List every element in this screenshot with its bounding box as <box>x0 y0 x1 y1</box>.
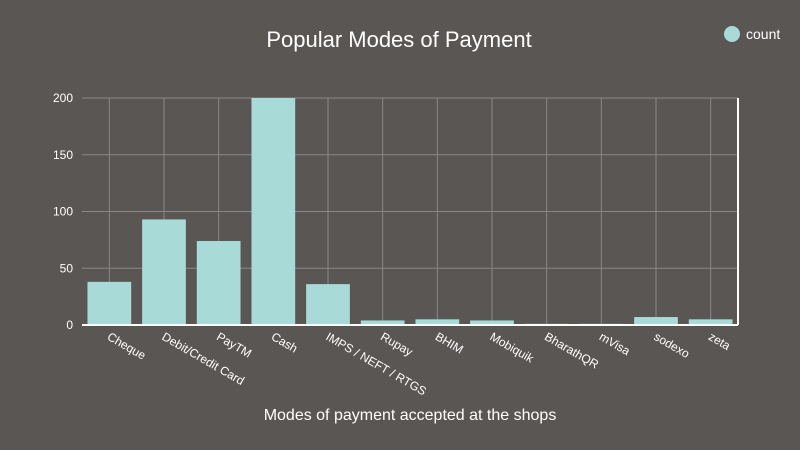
bar[interactable] <box>87 281 132 325</box>
y-tick-label: 150 <box>53 148 73 162</box>
y-tick-label: 50 <box>60 261 74 275</box>
chart-title: Popular Modes of Payment <box>266 27 531 52</box>
x-tick-label: Mobiquik <box>488 329 537 366</box>
y-tick-label: 200 <box>53 91 73 105</box>
bar[interactable] <box>688 319 733 325</box>
x-axis-title: Modes of payment accepted at the shops <box>264 407 557 424</box>
x-tick-label: mVisa <box>597 329 633 358</box>
bar[interactable] <box>306 284 350 325</box>
bar[interactable] <box>142 219 186 325</box>
x-tick-label: IMPS / NEFT / RTGS <box>324 329 429 398</box>
legend[interactable]: count <box>724 26 780 42</box>
bars <box>87 98 733 325</box>
x-tick-label: PayTM <box>214 329 254 360</box>
axes <box>82 98 739 326</box>
bar[interactable] <box>196 241 241 325</box>
x-tick-label: zeta <box>706 329 733 353</box>
legend-label: count <box>746 26 780 42</box>
bar[interactable] <box>634 317 678 325</box>
x-tick-label: Rupay <box>378 329 415 358</box>
y-tick-labels: 0 50 100 150 200 <box>53 91 73 332</box>
x-tick-label: sodexo <box>652 329 693 361</box>
bar[interactable] <box>470 320 514 325</box>
y-tick-label: 100 <box>53 205 73 219</box>
legend-swatch <box>724 26 740 42</box>
y-tick-label: 0 <box>66 318 73 332</box>
bar[interactable] <box>360 320 405 325</box>
x-tick-label: Cheque <box>105 329 149 362</box>
x-tick-label: Cash <box>269 329 300 355</box>
grid <box>82 97 738 326</box>
x-tick-label: BHIM <box>433 329 466 356</box>
bar[interactable] <box>415 319 460 325</box>
x-tick-label: BharathQR <box>542 329 601 371</box>
bar[interactable] <box>251 98 296 325</box>
